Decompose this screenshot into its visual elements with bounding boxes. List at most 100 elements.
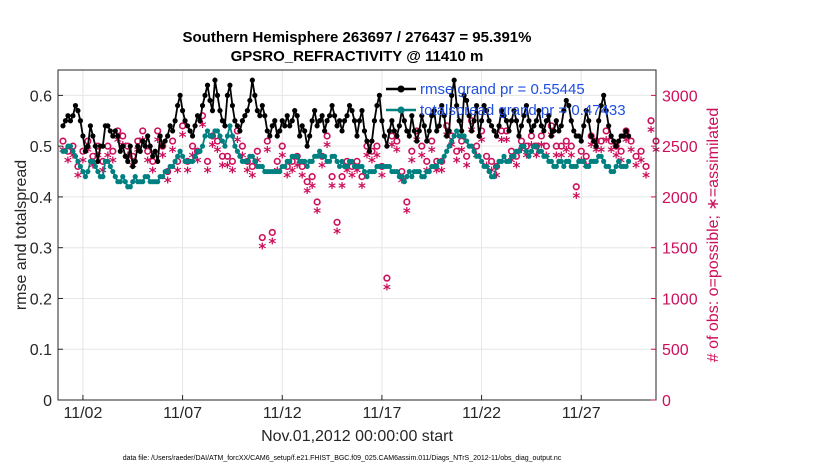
obs-assimilated-point: * [253,153,261,171]
totalspread-point [175,153,181,159]
totalspread-point [404,174,410,180]
obs-possible-point [308,173,316,181]
rmse-point [454,102,460,109]
rmse-point [459,128,465,134]
totalspread-point [401,179,407,185]
y-right-tick-label: 3000 [662,88,698,105]
obs-possible-point [582,152,590,160]
obs-assimilated-point: * [79,153,87,171]
rmse-point [538,123,544,129]
obs-assimilated-point: * [532,148,540,166]
obs-assimilated-point: * [169,143,177,161]
totalspread-point [92,163,98,170]
rmse-point [461,92,467,98]
legend-rmse-label: rmse grand pr = 0.55445 [420,81,585,98]
totalspread-point [192,153,198,159]
rmse-point [242,113,248,119]
rmse-point [556,128,562,134]
rmse-point [603,108,609,114]
rmse-point [508,118,515,124]
rmse-point [571,128,577,134]
totalspread-point [613,163,619,170]
rmse-point [202,92,208,98]
rmse-point [394,133,400,139]
obs-assimilated-point: * [109,153,117,171]
rmse-point [536,108,542,114]
rmse-point [120,143,126,149]
rmse-point [297,133,303,139]
obs-assimilated-point: * [298,169,306,187]
totalspread-point [386,163,392,170]
rmse-point [561,108,567,114]
rmse-point [137,148,143,154]
rmse-point [583,108,589,114]
x-tick-label: 11/27 [562,405,601,422]
obs-assimilated-point: * [204,164,212,182]
rmse-point [586,118,592,124]
obs-assimilated-point: * [104,148,112,166]
obs-possible-point [622,127,630,135]
rmse-point [441,113,447,119]
obs-assimilated-point: * [632,158,640,176]
totalspread-point [82,174,89,180]
rmse-point [444,133,450,139]
rmse-point [354,133,360,139]
totalspread-point [117,179,123,185]
obs-possible-point [273,157,281,165]
obs-assimilated-point: * [164,174,172,192]
totalspread-point [598,153,604,159]
rmse-point [608,133,614,139]
rmse-point [287,123,293,129]
obs-assimilated-point: * [194,153,202,171]
obs-assimilated-point: * [587,138,595,156]
rmse-point [521,113,527,119]
rmse-point [526,118,532,124]
totalspread-point [120,174,126,180]
obs-assimilated-point: * [537,138,545,156]
totalspread-point [439,158,445,164]
totalspread-point [189,158,196,164]
totalspread-point [364,174,370,180]
y-left-axis-ticks: 0 0.1 0.2 0.3 0.4 0.5 0.6 [30,88,63,410]
rmse-point [568,118,574,124]
rmse-point [100,143,106,149]
rmse-point [518,123,525,129]
totalspread-point [107,163,113,170]
totalspread-point [409,174,415,180]
rmse-point [82,148,89,154]
rmse-point [581,123,587,129]
rmse-point [451,77,457,83]
obs-assimilated-point: * [64,153,72,171]
obs-assimilated-point: * [288,164,296,182]
rmse-point [546,113,552,119]
rmse-point [334,123,340,129]
obs-possible-point [154,127,162,135]
obs-assimilated-point: * [318,158,326,176]
obs-assimilated-point: * [154,133,162,151]
obs-assimilated-point: * [493,169,501,187]
obs-assimilated-point: * [348,169,356,187]
obs-assimilated-point: * [114,133,122,151]
obs-possible-point [253,147,261,155]
obs-possible-point [268,228,276,237]
obs-assimilated-point: * [518,143,526,161]
rmse-point [244,108,250,114]
x-tick-label: 11/12 [263,405,302,422]
totalspread-point [197,148,203,154]
rmse-point [204,82,211,88]
totalspread-point [586,163,592,170]
obs-assimilated-point: * [353,164,361,182]
rmse-point [217,108,223,114]
obs-possible-point [637,147,645,155]
obs-possible-point [647,117,655,125]
rmse-point [341,118,348,124]
rmse-point [528,128,535,134]
rmse-point [541,128,547,134]
rmse-point [212,77,218,83]
obs-possible-point [313,198,321,206]
rmse-point [424,138,430,144]
rmse-point [160,143,166,149]
obs-possible-point [228,157,237,165]
obs-assimilated-point: * [278,148,286,166]
